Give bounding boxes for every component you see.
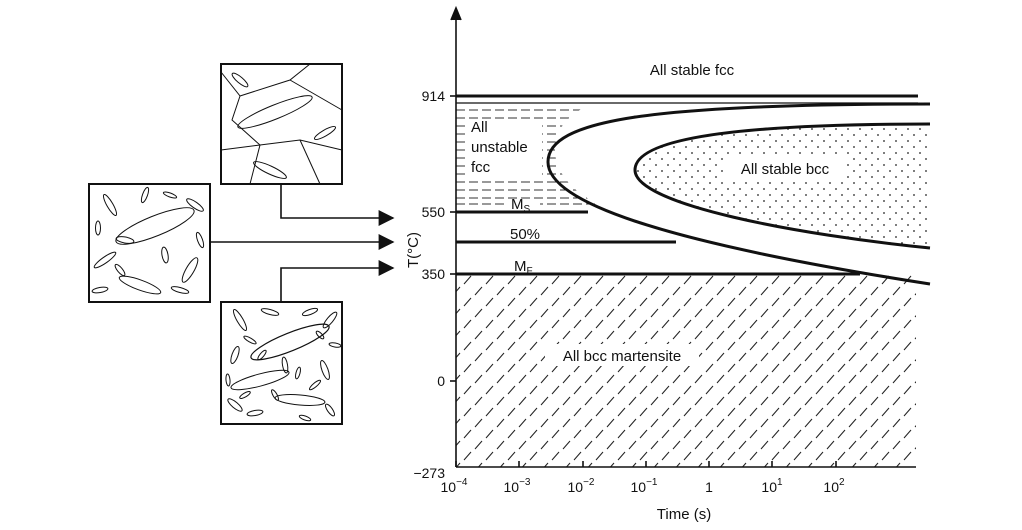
x-tick-label: 1 [705, 479, 713, 495]
label-fifty: 50% [508, 226, 548, 243]
stable-bcc-region [635, 124, 930, 248]
svg-text:All stable bcc: All stable bcc [741, 161, 830, 178]
x-tick-label: 10−1 [631, 477, 658, 495]
x-tick-label: 10−2 [568, 477, 595, 495]
x-tick-label: 10−3 [504, 477, 531, 495]
martensite-region [456, 274, 916, 467]
label-stable-bcc: All stable bcc [725, 158, 845, 178]
svg-text:All: All [471, 119, 488, 136]
x-tick-label: 101 [761, 477, 783, 495]
microstructure-panel-bottom [220, 301, 343, 425]
label-stable-fcc: All stable fcc [650, 62, 735, 79]
plot-regions [456, 102, 930, 467]
axes [450, 5, 916, 468]
x-tick-labels: 10−4 10−3 10−2 10−1 1 101 102 [441, 477, 846, 495]
x-axis-title: Time (s) [657, 506, 711, 523]
x-tick-label: 102 [823, 477, 845, 495]
y-axis-arrow [450, 5, 462, 21]
y-tick-minus273: −273 [413, 465, 445, 481]
transformation-finish-curve [633, 122, 931, 250]
y-tick-350: 350 [422, 266, 446, 282]
y-axis-title: T(°C) [405, 232, 422, 268]
connector-bottom [280, 260, 395, 302]
microstructure-panel-middle [88, 183, 211, 303]
label-unstable-fcc: All unstable fcc [468, 119, 542, 177]
svg-text:50%: 50% [510, 226, 540, 243]
svg-text:MS: MS [511, 196, 531, 215]
svg-text:MF: MF [514, 258, 533, 277]
svg-text:unstable: unstable [471, 139, 528, 156]
transformation-curves [456, 94, 931, 286]
y-tick-914: 914 [422, 88, 446, 104]
label-ms: MS [508, 196, 540, 215]
x-tick-label: 10−4 [441, 477, 468, 495]
label-mf: MF [508, 258, 540, 277]
svg-text:fcc: fcc [471, 159, 491, 176]
y-tick-labels: 914 550 350 0 −273 [413, 88, 445, 481]
connector-top [280, 184, 395, 226]
y-tick-0: 0 [437, 373, 445, 389]
y-tick-550: 550 [422, 204, 446, 220]
microstructure-panel-top [220, 63, 343, 185]
transformation-start-curve [546, 102, 931, 286]
label-martensite: All bcc martensite [545, 344, 699, 366]
panel-connectors [210, 184, 395, 302]
svg-text:All bcc martensite: All bcc martensite [563, 348, 681, 365]
